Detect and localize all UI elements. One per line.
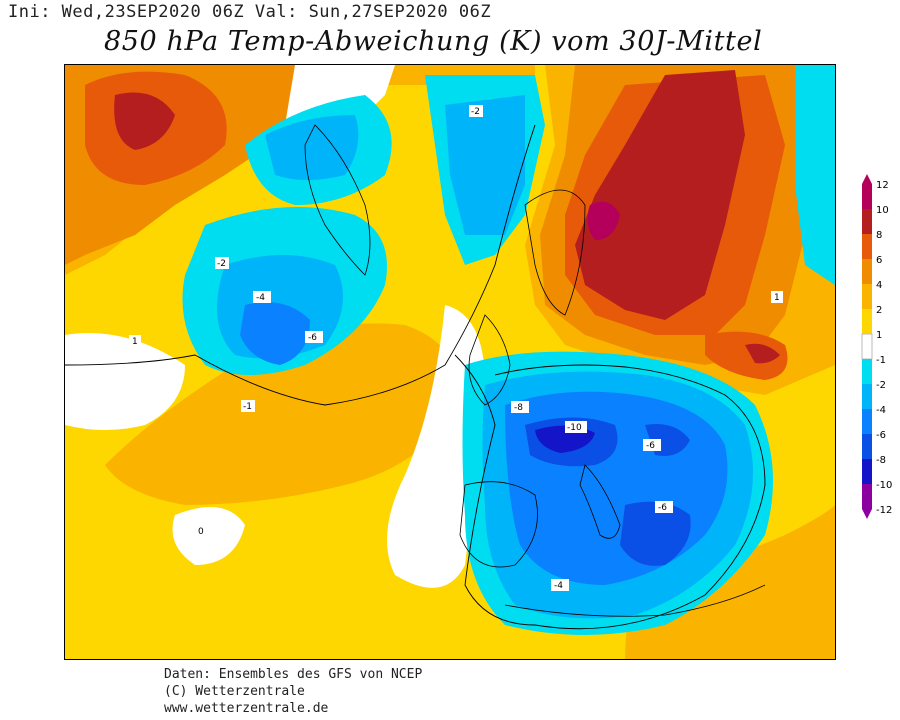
contour-label: -1 bbox=[241, 400, 255, 412]
legend-level-label: 2 bbox=[876, 305, 882, 316]
cold-area-far-east bbox=[795, 65, 835, 285]
extreme-warm-cell bbox=[587, 201, 620, 240]
legend-level-label: -1 bbox=[876, 355, 886, 366]
legend-swatch bbox=[861, 333, 873, 360]
coastline-britain bbox=[468, 314, 511, 406]
anomaly-map: -6 -4 -2 -1 -8 -10 bbox=[64, 64, 836, 660]
neutral-band-central bbox=[172, 507, 245, 565]
legend-swatch bbox=[862, 484, 872, 509]
legend-arrow-up bbox=[862, 174, 872, 184]
neutral-band-iberia bbox=[387, 305, 485, 588]
cold-area-atlantic-inner bbox=[240, 302, 310, 365]
coastline-italy bbox=[579, 464, 621, 539]
legend-level-label: 10 bbox=[876, 205, 889, 216]
coastline-greenland bbox=[304, 124, 371, 276]
legend-level-label: -2 bbox=[876, 380, 886, 391]
legend-level-label: 4 bbox=[876, 280, 882, 291]
contour-label-text: -4 bbox=[256, 293, 265, 303]
max-warm-greenland bbox=[114, 92, 175, 150]
contour-label-text: 0 bbox=[198, 527, 204, 537]
anomaly-map-canvas: -6 -4 -2 -1 -8 -10 bbox=[65, 65, 835, 659]
warm-area-atlantic bbox=[105, 323, 457, 505]
legend-arrow-down bbox=[862, 509, 872, 519]
contour-label-text: -6 bbox=[646, 441, 655, 451]
contour-label: 1 bbox=[771, 291, 783, 303]
legend-swatch bbox=[862, 209, 872, 234]
legend-swatch bbox=[862, 359, 872, 384]
warm-area-black-sea bbox=[705, 331, 788, 380]
contour-label-text: 1 bbox=[774, 293, 780, 303]
contour-label: -6 bbox=[655, 501, 673, 513]
max-warm-baltic bbox=[575, 70, 745, 320]
credits: Daten: Ensembles des GFS von NCEP (C) We… bbox=[164, 666, 422, 717]
contour-label-text: -1 bbox=[243, 402, 252, 412]
contour-label-text: -6 bbox=[308, 333, 317, 343]
legend-level-label: 8 bbox=[876, 230, 882, 241]
map-title: 850 hPa Temp-Abweichung (K) vom 30J-Mitt… bbox=[104, 26, 763, 57]
contour-label-text: -2 bbox=[217, 259, 226, 269]
warm-area-southeast bbox=[625, 505, 835, 659]
legend-swatch bbox=[862, 459, 872, 484]
contour-label-text: -10 bbox=[567, 423, 582, 433]
legend-level-label: -12 bbox=[876, 505, 892, 516]
contour-label-text: 1 bbox=[132, 337, 138, 347]
legend-level-label: 12 bbox=[876, 180, 889, 191]
legend-level-label: 6 bbox=[876, 255, 882, 266]
credits-line-url: www.wetterzentrale.de bbox=[164, 701, 329, 716]
credits-line-data: Daten: Ensembles des GFS von NCEP bbox=[164, 667, 423, 682]
legend-swatch bbox=[862, 184, 872, 209]
legend-swatch bbox=[862, 409, 872, 434]
coastline-north-africa bbox=[504, 584, 766, 617]
color-legend: 12 10 8 6 4 2 1 -1 -2 -4 -6 -8 -10 -12 bbox=[856, 174, 900, 554]
legend-level-label: 1 bbox=[876, 330, 882, 341]
contour-label-text: -8 bbox=[514, 403, 523, 413]
max-warm-east bbox=[745, 343, 780, 364]
contour-label-text: -4 bbox=[554, 581, 563, 591]
legend-svg: 12 10 8 6 4 2 1 -1 -2 -4 -6 -8 -10 -12 bbox=[861, 174, 892, 519]
legend-swatch bbox=[862, 259, 872, 284]
legend-swatch bbox=[862, 384, 872, 409]
legend-level-label: -8 bbox=[876, 455, 886, 466]
cold-core-balkans bbox=[620, 501, 691, 566]
contour-label: -10 bbox=[565, 421, 587, 433]
contour-label: -6 bbox=[305, 331, 323, 343]
contour-label: -6 bbox=[643, 439, 661, 451]
legend-swatch bbox=[862, 309, 872, 334]
legend-swatch bbox=[862, 284, 872, 309]
legend-level-label: -4 bbox=[876, 405, 886, 416]
contour-label: 1 bbox=[129, 335, 141, 347]
contour-label: -4 bbox=[253, 291, 271, 303]
contour-labels: -6 -4 -2 -1 -8 -10 bbox=[129, 105, 783, 591]
contour-label-text: -6 bbox=[658, 503, 667, 513]
legend-swatch bbox=[862, 234, 872, 259]
contour-label: -8 bbox=[511, 401, 529, 413]
contour-label: 0 bbox=[195, 525, 207, 537]
legend-level-label: -6 bbox=[876, 430, 886, 441]
legend-swatch bbox=[862, 434, 872, 459]
contour-label-text: -2 bbox=[471, 107, 480, 117]
coastline-iberia bbox=[459, 481, 538, 568]
cold-area-northsea bbox=[445, 95, 525, 235]
legend-level-label: -10 bbox=[876, 480, 892, 491]
contour-label: -2 bbox=[469, 105, 483, 117]
zero-contour-line-1 bbox=[65, 124, 536, 406]
neutral-band-west bbox=[65, 333, 185, 430]
run-info: Ini: Wed,23SEP2020 06Z Val: Sun,27SEP202… bbox=[8, 2, 492, 22]
coastlines bbox=[304, 124, 766, 617]
zero-contour-line-2 bbox=[454, 354, 766, 630]
cold-area-denmark-strait bbox=[265, 115, 359, 180]
contour-label: -2 bbox=[215, 257, 229, 269]
coastline-norway bbox=[524, 189, 586, 316]
contour-label: -4 bbox=[551, 579, 569, 591]
zero-contour bbox=[65, 124, 766, 630]
credits-line-copyright: (C) Wetterzentrale bbox=[164, 684, 305, 699]
